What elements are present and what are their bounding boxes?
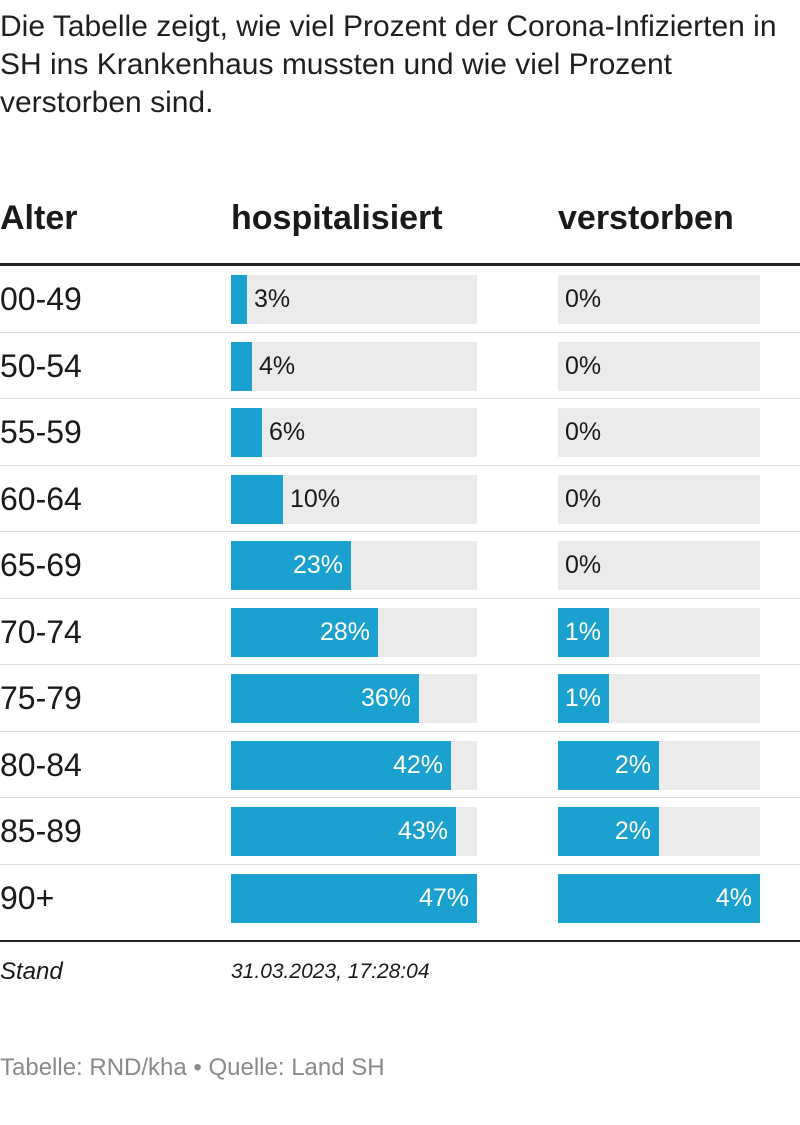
dead-bar-track: 0% bbox=[558, 408, 760, 457]
dead-value-label: 0% bbox=[565, 351, 602, 380]
hosp-bar bbox=[231, 541, 351, 590]
column-header-died: verstorben bbox=[558, 199, 734, 237]
hosp-bar-track: 10% bbox=[231, 474, 477, 524]
dead-bar-track: 0% bbox=[558, 474, 760, 524]
hosp-bar-track: 36% bbox=[231, 674, 477, 723]
hosp-value-label: 43% bbox=[397, 817, 448, 845]
table-row: 00-49 3% 0% bbox=[0, 266, 800, 333]
hosp-bar-track: 43% bbox=[231, 807, 477, 856]
table-row: 55-59 6% 0% bbox=[0, 399, 800, 466]
age-group-label: 80-84 bbox=[0, 746, 82, 783]
hosp-value-label: 4% bbox=[259, 351, 296, 380]
age-group-label: 85-89 bbox=[0, 813, 82, 849]
stand-label: Stand bbox=[0, 958, 63, 985]
dead-bar-track: 1% bbox=[558, 674, 760, 723]
hosp-value-label: 6% bbox=[269, 418, 306, 446]
hosp-bar-track: 6% bbox=[231, 408, 477, 457]
table-body: 00-49 3% 0% 50-54 4% 0% 55-59 6% 0% 60-64 10% 0% 65-… bbox=[0, 266, 800, 931]
age-group-label: 75-79 bbox=[0, 680, 82, 716]
hosp-bar bbox=[231, 474, 283, 524]
age-group-label: 65-69 bbox=[0, 547, 82, 583]
table-row: 90+ 47% 4% bbox=[0, 865, 800, 932]
hosp-bar-track: 3% bbox=[231, 275, 477, 324]
dead-bar bbox=[558, 807, 659, 856]
hosp-bar bbox=[231, 674, 419, 723]
dead-bar-track: 0% bbox=[558, 341, 760, 391]
dead-bar-track: 4% bbox=[558, 873, 760, 923]
table-row: 75-79 36% 1% bbox=[0, 665, 800, 732]
hosp-bar-track: 28% bbox=[231, 607, 477, 657]
table-row: 50-54 4% 0% bbox=[0, 333, 800, 399]
hosp-bar bbox=[231, 607, 378, 657]
table-header: Alter hospitalisiert verstorben bbox=[0, 196, 800, 264]
age-group-label: 90+ bbox=[0, 879, 55, 916]
hosp-value-label: 36% bbox=[360, 684, 411, 712]
header-divider bbox=[0, 263, 800, 266]
dead-value-label: 4% bbox=[715, 883, 752, 912]
chart-intro: Die Tabelle zeigt, wie viel Prozent der … bbox=[0, 10, 777, 119]
hosp-value-label: 23% bbox=[292, 551, 343, 579]
hosp-bar bbox=[231, 873, 477, 923]
hosp-value-label: 28% bbox=[319, 617, 370, 646]
dead-bar-track: 2% bbox=[558, 807, 760, 856]
dead-bar-track: 1% bbox=[558, 607, 760, 657]
dead-bar bbox=[558, 607, 609, 657]
hosp-bar bbox=[231, 341, 252, 391]
column-header-age: Alter bbox=[0, 199, 78, 237]
table-row: 60-64 10% 0% bbox=[0, 466, 800, 532]
dead-value-label: 2% bbox=[614, 750, 651, 779]
dead-bar bbox=[558, 674, 609, 723]
hosp-value-label: 10% bbox=[290, 484, 341, 513]
dead-value-label: 1% bbox=[564, 684, 601, 712]
hosp-value-label: 3% bbox=[254, 285, 291, 313]
hosp-bar-track: 4% bbox=[231, 341, 477, 391]
table-row: 80-84 42% 2% bbox=[0, 732, 800, 798]
dead-bar-track: 0% bbox=[558, 275, 760, 324]
table-bottom-divider bbox=[0, 940, 800, 942]
table-row: 70-74 28% 1% bbox=[0, 599, 800, 665]
table-row: 85-89 43% 2% bbox=[0, 798, 800, 865]
hosp-bar bbox=[231, 807, 456, 856]
dead-value-label: 2% bbox=[614, 817, 651, 845]
hosp-bar bbox=[231, 408, 262, 457]
dead-value-label: 0% bbox=[565, 551, 602, 579]
age-group-label: 00-49 bbox=[0, 281, 82, 317]
table-row: 65-69 23% 0% bbox=[0, 532, 800, 599]
age-group-label: 60-64 bbox=[0, 480, 82, 517]
stand-timestamp: 31.03.2023, 17:28:04 bbox=[231, 960, 430, 983]
hosp-bar-track: 42% bbox=[231, 740, 477, 790]
source-credit: Tabelle: RND/kha • Quelle: Land SH bbox=[0, 1054, 385, 1081]
dead-value-label: 0% bbox=[565, 285, 602, 313]
hosp-bar-track: 23% bbox=[231, 541, 477, 590]
age-group-label: 70-74 bbox=[0, 613, 82, 650]
hosp-bar bbox=[231, 740, 451, 790]
hosp-bar-track: 47% bbox=[231, 873, 477, 923]
age-group-label: 55-59 bbox=[0, 414, 82, 450]
dead-bar-track: 2% bbox=[558, 740, 760, 790]
hosp-bar bbox=[231, 275, 247, 324]
dead-bar-track: 0% bbox=[558, 541, 760, 590]
age-group-label: 50-54 bbox=[0, 347, 82, 384]
hosp-value-label: 42% bbox=[392, 750, 443, 779]
dead-value-label: 0% bbox=[565, 484, 602, 513]
dead-bar bbox=[558, 873, 760, 923]
dead-bar bbox=[558, 740, 659, 790]
dead-value-label: 0% bbox=[565, 418, 602, 446]
dead-value-label: 1% bbox=[564, 617, 601, 646]
hosp-value-label: 47% bbox=[418, 883, 469, 912]
column-header-hospitalized: hospitalisiert bbox=[231, 199, 443, 237]
